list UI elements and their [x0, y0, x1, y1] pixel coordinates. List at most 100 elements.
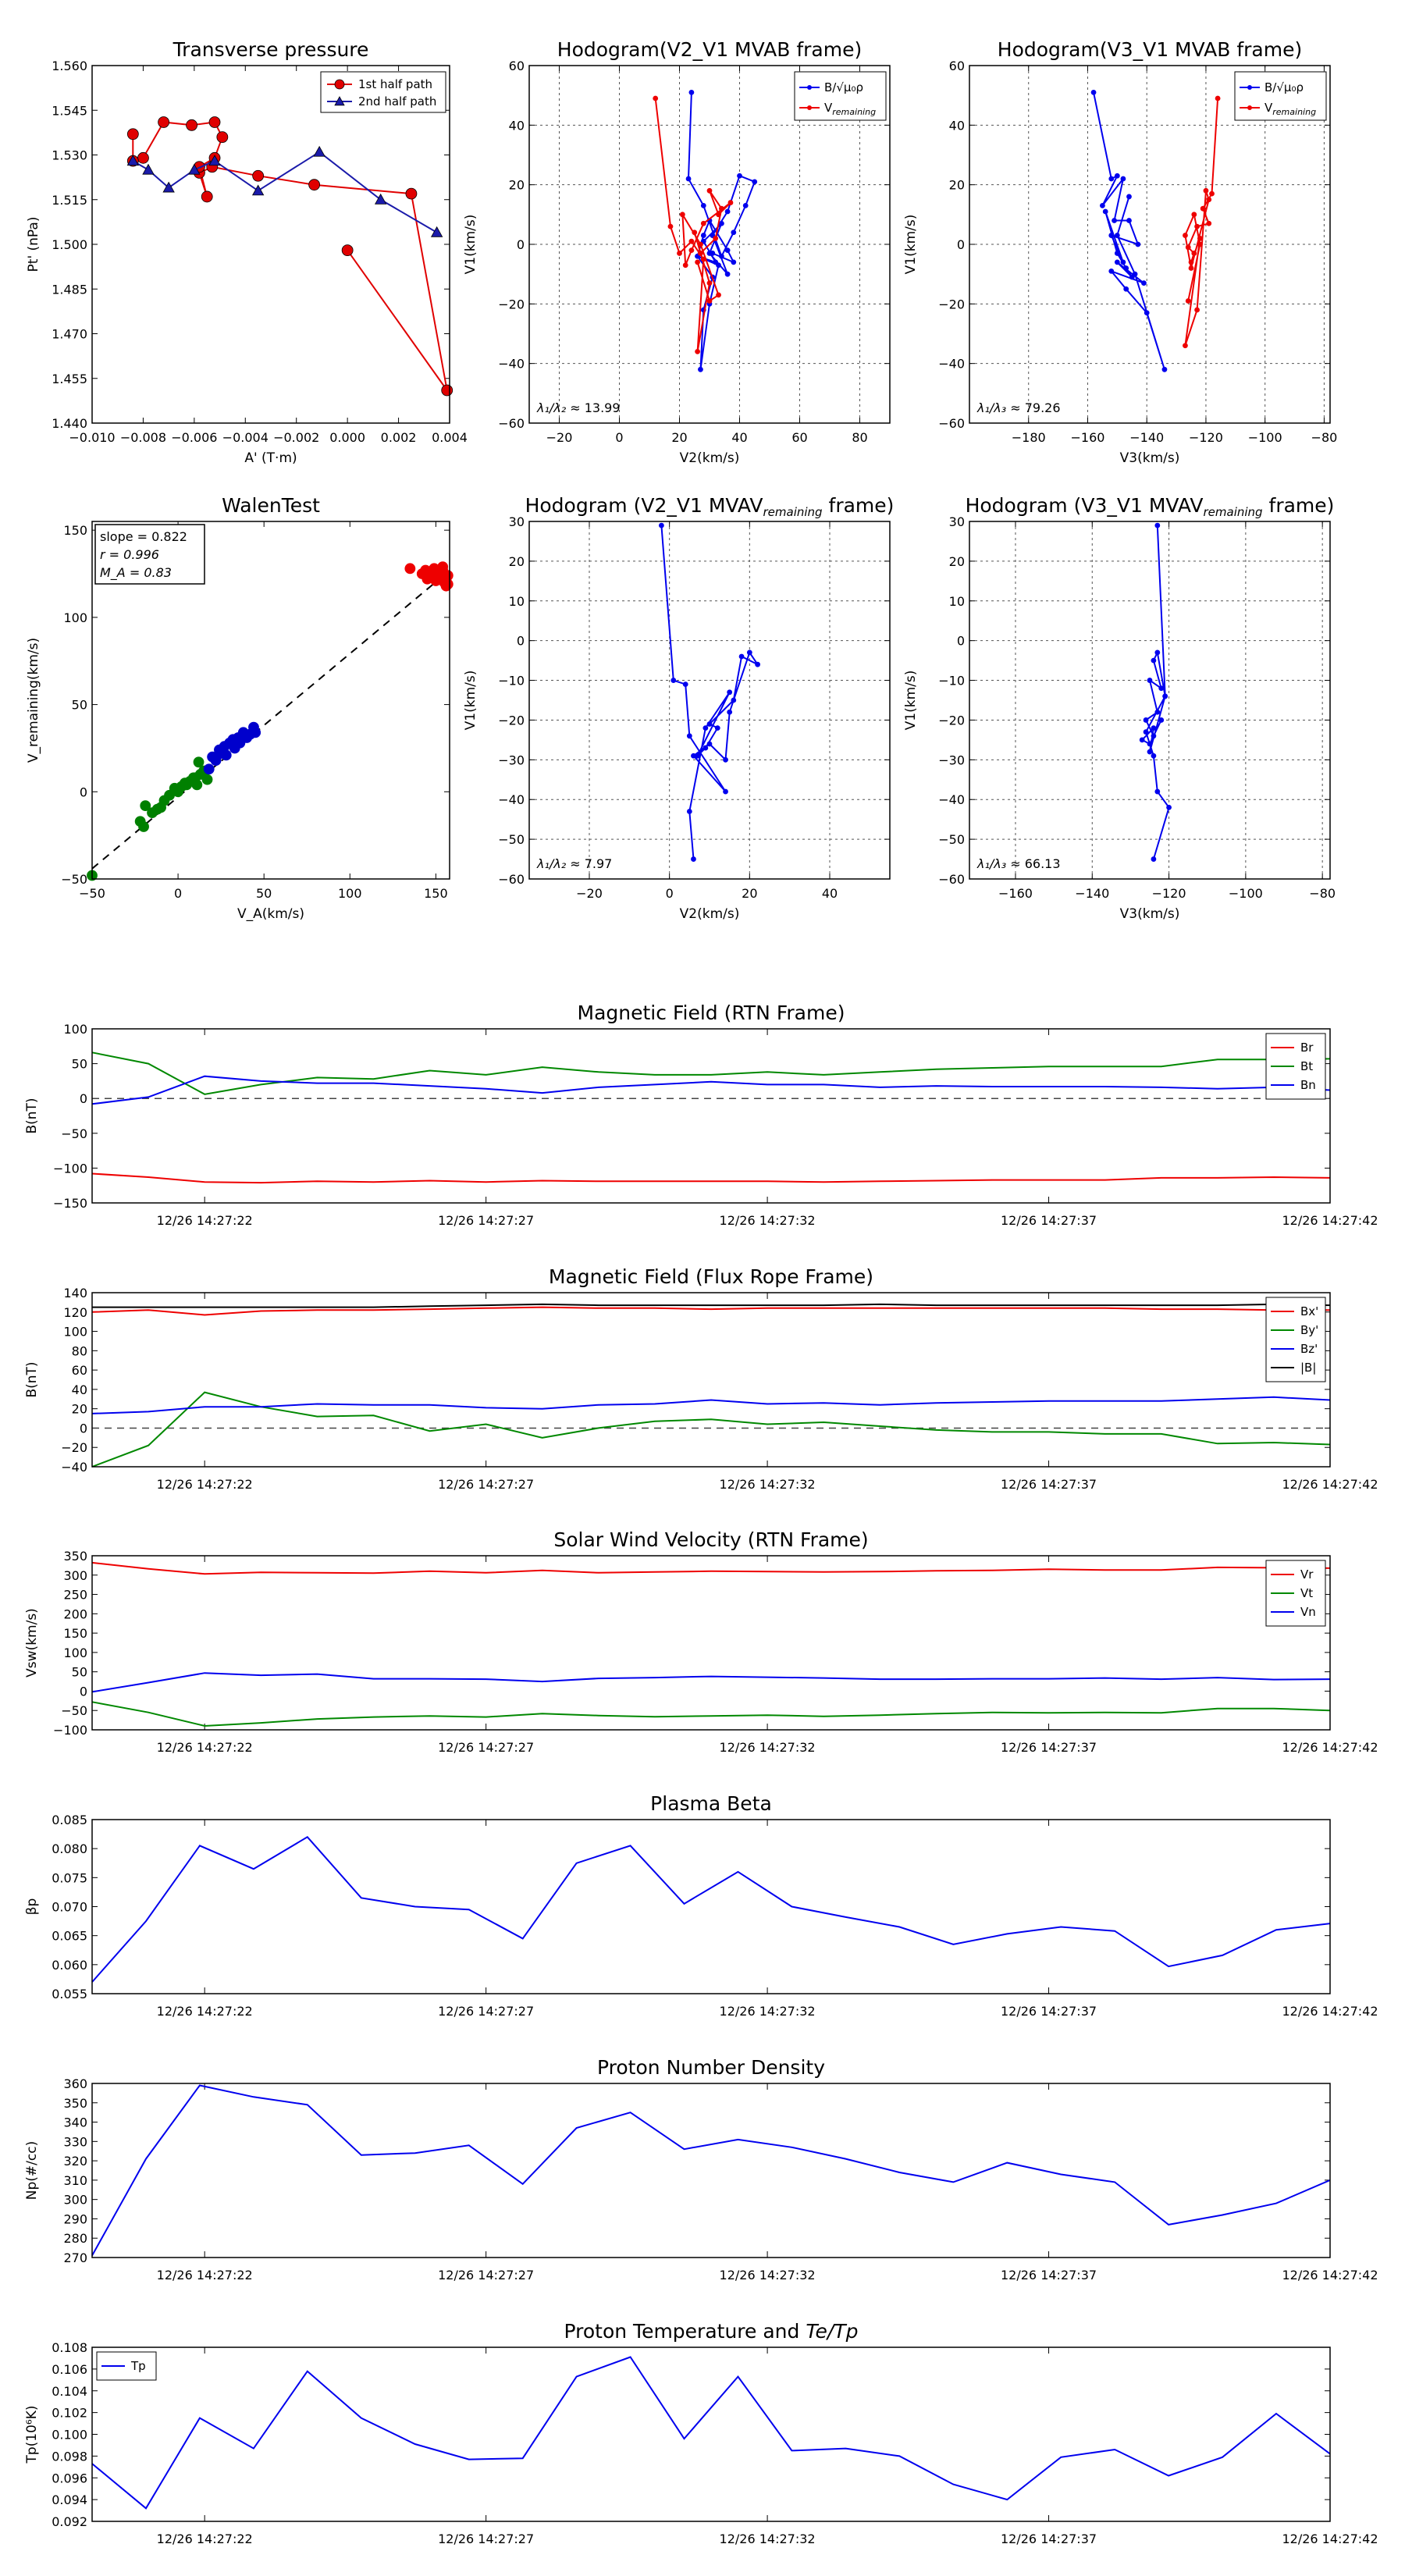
y-tick-label: 300 — [63, 1568, 87, 1583]
data-point — [723, 756, 728, 763]
x-tick-label: −80 — [1309, 886, 1336, 901]
series-line-By' — [91, 1391, 1331, 1468]
chart-title: Plasma Beta — [650, 1792, 772, 1815]
chart-ts6: 0.092 0.094 0.096 0.098 0.100 0.102 0.104 0.106… — [24, 2320, 1378, 2546]
data-point — [1185, 298, 1191, 304]
data-point — [723, 788, 728, 795]
title-text: Magnetic Field (Flux Rope Frame) — [549, 1265, 873, 1288]
chart-title: WalenTest — [222, 494, 320, 517]
y-axis-label: Pt' (nPa) — [26, 217, 41, 272]
data-point — [430, 226, 443, 237]
data-point — [1135, 241, 1141, 247]
data-point — [220, 749, 232, 761]
x-tick-label: 100 — [338, 886, 362, 901]
data-point — [1194, 223, 1200, 229]
legend-label: Br — [1300, 1041, 1314, 1055]
x-tick-label: 0 — [615, 430, 623, 445]
plot-border — [91, 2347, 1331, 2522]
series-line-V — [1140, 525, 1170, 859]
y-tick-label: 0.096 — [52, 2471, 87, 2485]
y-axis-label: V1(km/s) — [463, 671, 478, 731]
legend-label: Bz' — [1300, 1342, 1318, 1356]
data-point — [727, 689, 733, 696]
y-tick-label: −10 — [938, 674, 965, 688]
plot-border — [91, 2083, 1331, 2258]
legend-label: B/√μ₀ρ — [1264, 80, 1304, 94]
data-point — [142, 163, 155, 175]
x-tick-label: 12/26 14:27:22 — [157, 1740, 253, 1755]
legend-marker — [807, 85, 812, 90]
y-axis-label: Np(#/cc) — [24, 2141, 40, 2200]
x-tick-label: 0.002 — [381, 430, 417, 445]
x-tick-label: 12/26 14:27:22 — [157, 2532, 253, 2546]
y-axis-label: V1(km/s) — [903, 671, 919, 731]
data-point — [341, 244, 354, 257]
y-tick-label: 100 — [63, 1646, 87, 1660]
walen-stat: M_A = 0.83 — [100, 565, 172, 581]
data-point — [724, 247, 731, 254]
data-point — [738, 653, 745, 660]
legend-text: V — [1264, 101, 1273, 115]
data-point — [716, 262, 721, 269]
data-point — [746, 649, 752, 656]
y-tick-label: −50 — [498, 832, 525, 847]
data-point — [374, 193, 387, 205]
legend-label: 2nd half path — [358, 94, 436, 109]
x-tick-label: 12/26 14:27:32 — [720, 1740, 816, 1755]
legend-marker — [807, 105, 812, 110]
y-tick-label: 250 — [63, 1588, 87, 1603]
data-point — [700, 220, 706, 226]
data-point — [686, 733, 692, 739]
y-tick-label: 0 — [957, 237, 965, 252]
y-tick-label: 300 — [63, 2193, 87, 2208]
y-tick-label: 20 — [509, 178, 525, 193]
data-point — [1147, 749, 1153, 755]
eigen-ratio-label: λ₁/λ₂ ≈ — [536, 856, 585, 871]
data-point — [201, 774, 213, 785]
series-line-|B| — [92, 1303, 1331, 1308]
y-tick-label: 0 — [957, 634, 965, 649]
chart-ts1: −150 −100 −50 0 50 100 12/26 14:27:22 12/26 14:… — [24, 1002, 1378, 1228]
data-point — [193, 756, 205, 768]
x-tick-label: 12/26 14:27:27 — [438, 1477, 534, 1492]
x-axis-label: V2(km/s) — [680, 450, 740, 466]
data-point — [1151, 856, 1157, 862]
data-point — [653, 95, 659, 101]
series-line-Vremaining — [654, 98, 731, 352]
data-point — [731, 229, 737, 236]
data-point — [724, 271, 731, 277]
data-point — [1183, 343, 1188, 349]
data-point — [252, 169, 265, 182]
data-point — [186, 119, 197, 131]
x-tick-label: 150 — [424, 886, 448, 901]
legend-label: 1st half path — [358, 77, 432, 91]
chart-ts4: 0.055 0.060 0.065 0.070 0.075 0.080 0.085 12/26… — [24, 1792, 1378, 2019]
data-point — [126, 155, 140, 166]
y-tick-label: 1.560 — [52, 59, 87, 73]
data-point — [731, 697, 737, 703]
y-tick-label: 0 — [517, 634, 525, 649]
y-tick-label: −20 — [938, 297, 965, 311]
data-point — [688, 238, 695, 244]
y-tick-label: 30 — [949, 514, 965, 529]
eigen-ratio-value: 7.97 — [585, 856, 613, 871]
data-point — [1151, 753, 1157, 759]
data-point — [682, 262, 688, 269]
data-point — [1191, 212, 1197, 218]
legend-label: Vremaining — [1264, 101, 1316, 117]
data-point — [1151, 657, 1157, 664]
y-tick-label: 100 — [63, 1325, 87, 1340]
y-tick-label: 330 — [63, 2134, 87, 2149]
chart-title: Solar Wind Velocity (RTN Frame) — [553, 1528, 868, 1551]
walen-stat: slope = 0.822 — [100, 529, 187, 544]
title-suffix: frame) — [823, 494, 895, 517]
series-line-beta — [91, 1836, 1331, 1983]
data-point — [1143, 729, 1149, 735]
x-tick-label: −100 — [1248, 430, 1282, 445]
x-tick-label: −20 — [576, 886, 603, 901]
legend-text: B/√μ₀ρ — [824, 80, 863, 94]
data-point — [313, 145, 325, 157]
x-tick-label: 12/26 14:27:22 — [157, 2004, 253, 2019]
x-tick-label: 12/26 14:27:32 — [720, 2532, 816, 2546]
data-point — [752, 179, 758, 185]
